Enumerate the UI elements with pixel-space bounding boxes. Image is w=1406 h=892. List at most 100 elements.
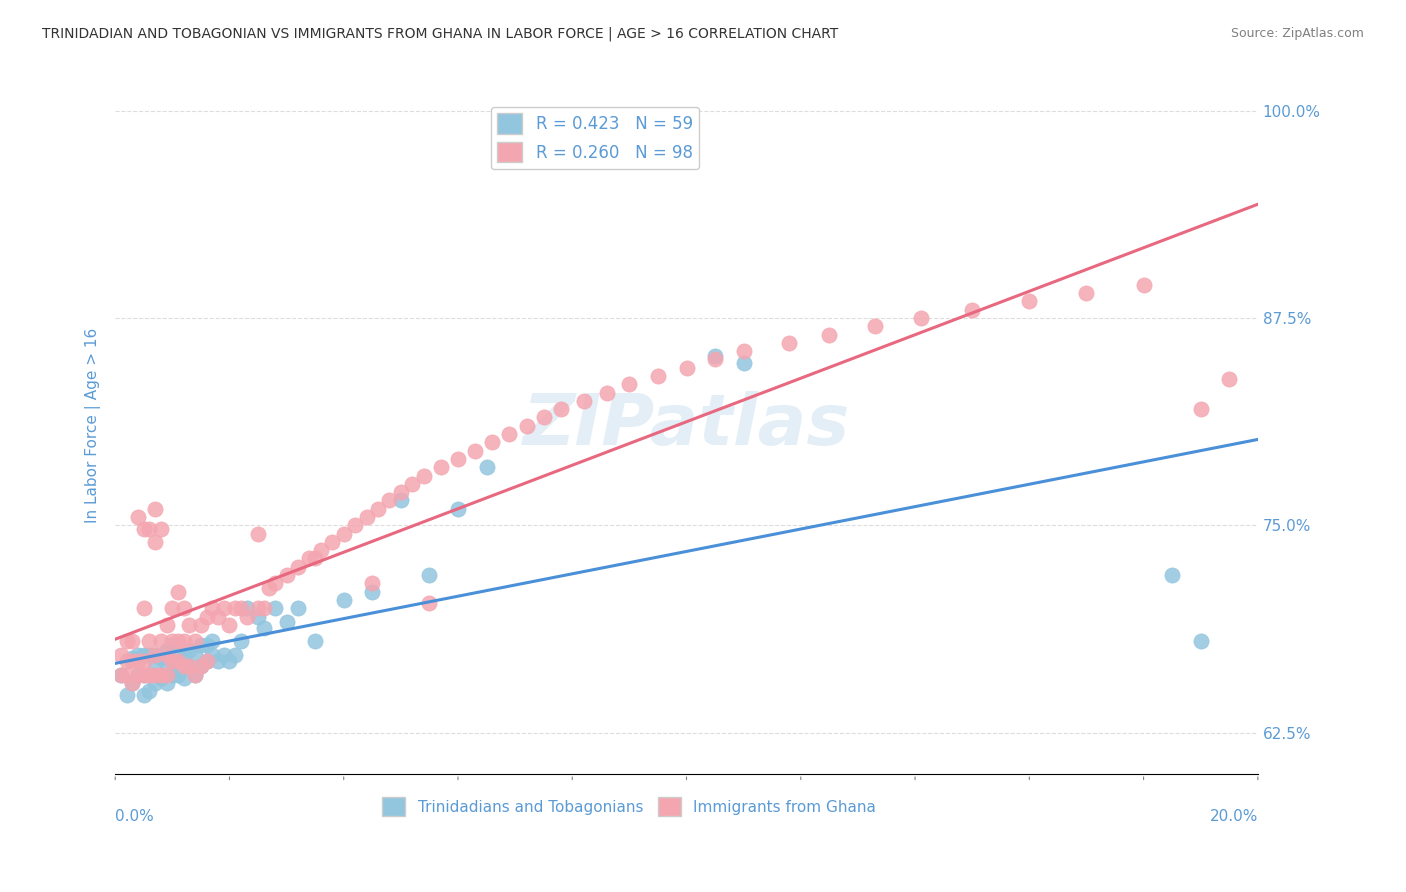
Point: [162, 601, 184, 615]
Point: [389, 485, 412, 500]
Point: [212, 601, 235, 615]
Point: [127, 667, 149, 681]
Point: [190, 659, 212, 673]
Point: [675, 360, 697, 375]
Point: [190, 638, 212, 652]
Point: [179, 659, 201, 673]
Point: [253, 621, 276, 635]
Point: [304, 634, 326, 648]
Point: [647, 369, 669, 384]
Point: [155, 667, 177, 681]
Point: [155, 648, 177, 662]
Point: [115, 688, 138, 702]
Point: [127, 648, 149, 662]
Point: [195, 654, 218, 668]
Point: [418, 568, 440, 582]
Point: [138, 667, 160, 681]
Point: [572, 393, 595, 408]
Point: [115, 667, 138, 681]
Point: [247, 609, 270, 624]
Point: [132, 688, 155, 702]
Point: [276, 568, 298, 582]
Point: [179, 642, 201, 657]
Point: [1189, 402, 1212, 417]
Point: [259, 582, 281, 596]
Point: [733, 356, 755, 370]
Point: [132, 667, 155, 681]
Point: [195, 654, 218, 668]
Point: [447, 501, 470, 516]
Point: [418, 596, 440, 610]
Point: [704, 349, 727, 363]
Point: [207, 654, 229, 668]
Point: [143, 648, 166, 662]
Point: [115, 634, 138, 648]
Point: [430, 460, 453, 475]
Point: [121, 651, 143, 665]
Text: ZIPatlas: ZIPatlas: [523, 392, 851, 460]
Point: [481, 435, 503, 450]
Point: [235, 609, 257, 624]
Point: [162, 654, 184, 668]
Point: [132, 654, 155, 668]
Y-axis label: In Labor Force | Age > 16: In Labor Force | Age > 16: [86, 328, 101, 524]
Point: [115, 654, 138, 668]
Point: [247, 526, 270, 541]
Point: [167, 634, 190, 648]
Point: [190, 659, 212, 673]
Point: [704, 352, 727, 367]
Point: [1018, 294, 1040, 309]
Point: [464, 443, 486, 458]
Point: [361, 576, 384, 591]
Point: [1189, 634, 1212, 648]
Point: [207, 609, 229, 624]
Point: [247, 601, 270, 615]
Point: [184, 648, 207, 662]
Text: TRINIDADIAN AND TOBAGONIAN VS IMMIGRANTS FROM GHANA IN LABOR FORCE | AGE > 16 CO: TRINIDADIAN AND TOBAGONIAN VS IMMIGRANTS…: [42, 27, 838, 41]
Point: [1132, 277, 1154, 292]
Point: [179, 659, 201, 673]
Point: [287, 601, 309, 615]
Point: [162, 638, 184, 652]
Point: [167, 584, 190, 599]
Point: [121, 676, 143, 690]
Point: [155, 617, 177, 632]
Point: [184, 634, 207, 648]
Point: [619, 377, 641, 392]
Point: [155, 659, 177, 673]
Point: [127, 510, 149, 524]
Point: [229, 601, 252, 615]
Point: [138, 522, 160, 536]
Point: [173, 634, 195, 648]
Point: [149, 651, 172, 665]
Point: [287, 559, 309, 574]
Point: [121, 634, 143, 648]
Point: [447, 452, 470, 467]
Point: [218, 654, 240, 668]
Text: Source: ZipAtlas.com: Source: ZipAtlas.com: [1230, 27, 1364, 40]
Point: [253, 601, 276, 615]
Point: [863, 319, 886, 334]
Point: [332, 593, 354, 607]
Point: [218, 617, 240, 632]
Point: [143, 501, 166, 516]
Point: [138, 684, 160, 698]
Point: [778, 335, 800, 350]
Point: [201, 601, 224, 615]
Point: [475, 460, 498, 475]
Point: [276, 615, 298, 629]
Point: [195, 609, 218, 624]
Point: [389, 493, 412, 508]
Point: [143, 676, 166, 690]
Point: [344, 518, 367, 533]
Point: [167, 667, 190, 681]
Point: [264, 576, 287, 591]
Point: [224, 648, 246, 662]
Point: [138, 667, 160, 681]
Point: [162, 654, 184, 668]
Point: [733, 344, 755, 359]
Point: [173, 671, 195, 685]
Point: [179, 617, 201, 632]
Point: [498, 427, 520, 442]
Point: [229, 634, 252, 648]
